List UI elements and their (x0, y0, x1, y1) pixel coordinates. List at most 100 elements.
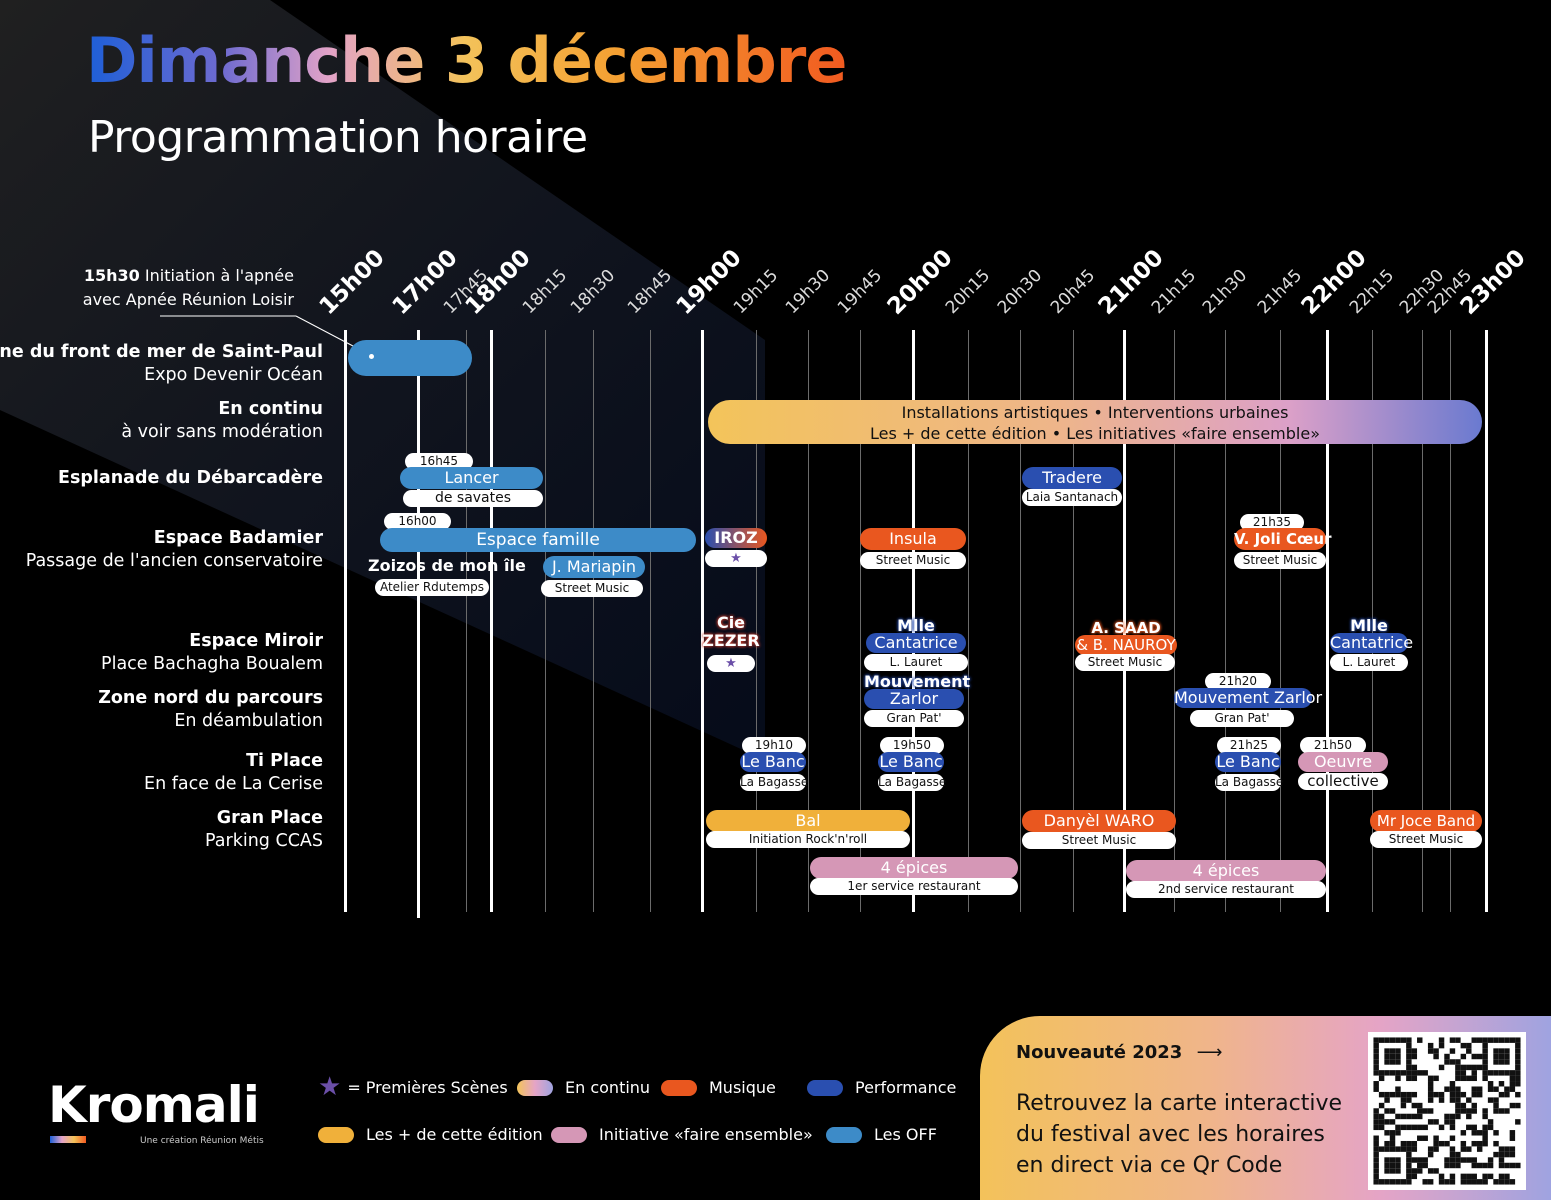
legend-initiative: Initiative «faire ensemble» (551, 1125, 813, 1144)
venue-sub: Place Bachagha Boualem (101, 654, 323, 674)
zarlor1-sub: Gran Pat' (864, 710, 964, 727)
bal-sub: Initiation Rock'n'roll (706, 831, 910, 848)
event-expo-ocean[interactable] (348, 340, 472, 376)
lancer-time: 16h45 (405, 453, 473, 470)
swatch-performance (807, 1079, 843, 1096)
venue-name: Zone nord du parcours (98, 688, 323, 708)
qr-code[interactable] (1368, 1032, 1526, 1190)
event-mlle-cantatrice-2[interactable]: Mlle (1330, 617, 1408, 635)
banc2-time: 19h50 (880, 737, 944, 754)
event-bal[interactable]: Bal (706, 810, 910, 832)
venue-sub: à voir sans modération (121, 422, 323, 442)
time-gridline (968, 330, 969, 912)
venue-sub: Passage de l'ancien conservatoire (25, 551, 323, 571)
tradere-sub: Laia Santanach (1022, 489, 1122, 506)
time-gridline (808, 330, 809, 912)
venue-sub: Parking CCAS (205, 831, 323, 851)
time-gridline (1326, 330, 1329, 912)
venue-miroir: Espace Miroir Place Bachagha Boualem (101, 630, 323, 676)
venue-name: Gran Place (216, 808, 323, 828)
lancer-sub: de savates (403, 490, 543, 507)
start-dot (369, 354, 374, 359)
oeuvre-time: 21h50 (1300, 737, 1366, 754)
promo-heading: Nouveauté 2023 ⟶ (1016, 1042, 1222, 1063)
event-banc-1[interactable]: Le Banc (740, 752, 806, 772)
time-gridline (1174, 330, 1175, 912)
swatch-plus (318, 1126, 354, 1143)
joli-sub: Street Music (1234, 552, 1326, 569)
apnea-organizer: avec Apnée Réunion Loisir (82, 290, 294, 309)
mlle2-sub: L. Lauret (1330, 654, 1408, 671)
zezer-star-icon: ★ (707, 655, 755, 672)
venue-gran-place: Gran Place Parking CCAS (205, 807, 323, 853)
famille-time: 16h00 (384, 513, 451, 530)
time-gridline (1073, 330, 1074, 912)
event-espace-famille[interactable]: Espace famille (380, 528, 696, 552)
event-banc-3[interactable]: Le Banc (1215, 752, 1281, 772)
event-iroz[interactable]: IROZ (705, 528, 767, 548)
swatch-off (826, 1126, 862, 1143)
page-subtitle: Programmation horaire (88, 112, 588, 163)
venue-sub: En déambulation (174, 711, 323, 731)
venue-sub: En face de La Cerise (144, 774, 323, 794)
logo-tagline: Une création Réunion Métis (140, 1136, 264, 1146)
time-gridline (1123, 330, 1126, 912)
venue-name: Espace Badamier (153, 528, 323, 548)
venue-esplanade: Esplanade du Débarcadère (58, 467, 323, 490)
mlle1-line1: Mlle (897, 616, 935, 635)
event-zoizos[interactable]: Zoizos de mon île (368, 556, 526, 575)
event-zezer[interactable]: Cie ZEZER (700, 614, 762, 650)
oeuvre-sub: collective (1298, 773, 1388, 790)
event-4-epices-1[interactable]: 4 épices (810, 857, 1018, 879)
time-gridline (344, 330, 347, 912)
event-4-epices-2[interactable]: 4 épices (1126, 860, 1326, 882)
event-oeuvre-collective[interactable]: Oeuvre (1298, 752, 1388, 772)
legend-off-label: Les OFF (874, 1125, 937, 1144)
promo-heading-text: Nouveauté 2023 (1016, 1042, 1183, 1063)
legend-off: Les OFF (826, 1125, 937, 1144)
legend-initiative-label: Initiative «faire ensemble» (599, 1125, 813, 1144)
kromali-logo: Kromali (48, 1076, 260, 1134)
continu-line2: Les + de cette édition • Les initiatives… (869, 424, 1320, 443)
venue-name: En continu (218, 399, 323, 419)
time-gridline (490, 330, 493, 912)
time-gridline (860, 330, 861, 912)
venue-ti-place: Ti Place En face de La Cerise (144, 750, 323, 796)
event-zarlor-1[interactable]: Mouvement (864, 672, 971, 691)
mlle1-sub: L. Lauret (864, 654, 968, 671)
event-joli-coeur[interactable]: V. Joli Cœur (1234, 528, 1332, 550)
banc1-time: 19h10 (742, 737, 806, 754)
zarlor1-line2: Zarlor (864, 689, 964, 709)
event-banc-2[interactable]: Le Banc (878, 752, 944, 772)
time-gridline (466, 330, 467, 912)
event-danyel-waro[interactable]: Danyèl WARO (1022, 810, 1176, 832)
promo-body: Retrouvez la carte interactive du festiv… (1016, 1091, 1343, 1178)
zarlor2-time: 21h20 (1205, 673, 1271, 690)
event-mlle-cantatrice-1[interactable]: Mlle (866, 617, 966, 635)
legend-performance-label: Performance (855, 1078, 957, 1097)
swatch-musique (661, 1079, 697, 1096)
legend-plus-label: Les + de cette édition (366, 1125, 543, 1144)
event-lancer[interactable]: Lancer (400, 467, 543, 489)
legend-plus: Les + de cette édition (318, 1125, 543, 1144)
time-gridline (1450, 330, 1451, 912)
venue-zone-nord: Zone nord du parcours En déambulation (98, 687, 323, 733)
event-insula[interactable]: Insula (860, 528, 966, 550)
event-zarlor-2[interactable]: Mouvement Zarlor (1174, 688, 1323, 708)
event-tradere[interactable]: Tradere (1022, 467, 1122, 489)
time-gridline (1422, 330, 1423, 912)
time-gridline (1020, 330, 1021, 912)
event-en-continu[interactable]: Installations artistiques • Intervention… (708, 400, 1482, 444)
time-gridline (545, 330, 546, 912)
legend-continu-label: En continu (565, 1078, 651, 1097)
event-joce-band[interactable]: Mr Joce Band (1370, 810, 1482, 832)
event-saad-nauroy[interactable]: A. SAAD (1075, 619, 1177, 637)
zarlor1-line1: Mouvement (864, 672, 971, 691)
mariapin-sub: Street Music (541, 580, 643, 597)
zarlor2-sub: Gran Pat' (1190, 710, 1294, 727)
banc3-time: 21h25 (1217, 737, 1281, 754)
event-mariapin[interactable]: J. Mariapin (543, 556, 645, 578)
apnea-text: Initiation à l'apnée (144, 266, 294, 285)
logo-color-bar (50, 1136, 86, 1143)
